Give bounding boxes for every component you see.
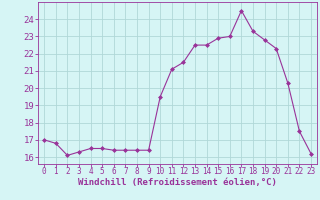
X-axis label: Windchill (Refroidissement éolien,°C): Windchill (Refroidissement éolien,°C) bbox=[78, 178, 277, 187]
